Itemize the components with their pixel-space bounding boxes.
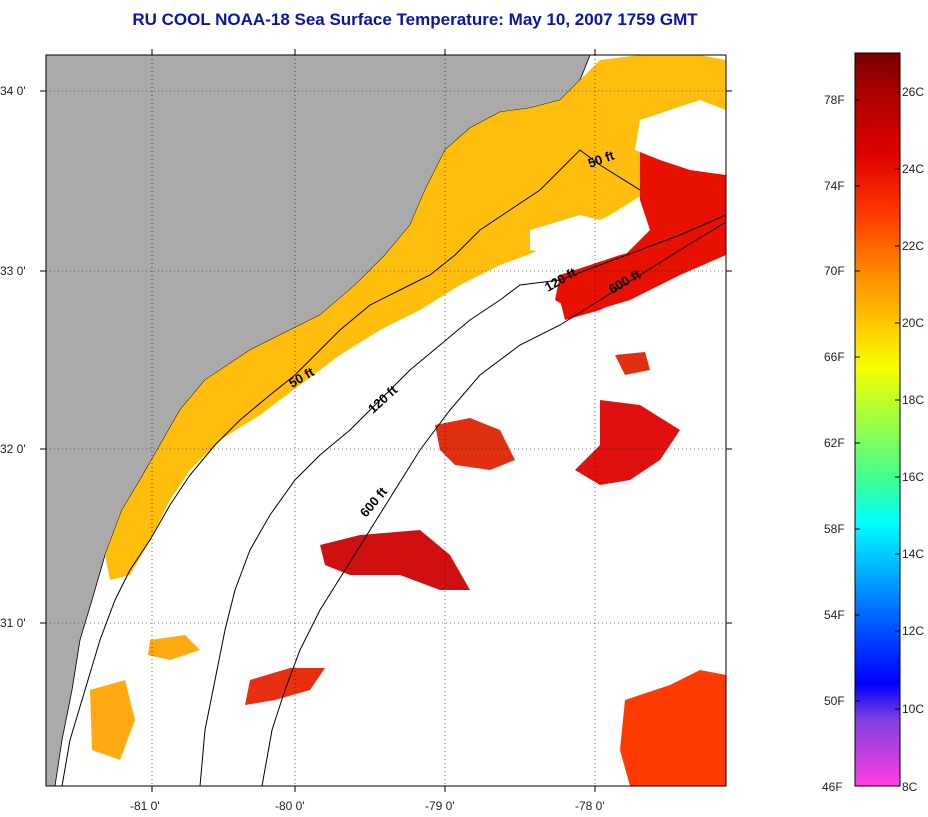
lon-label-78: -78 0' xyxy=(575,799,605,813)
colorbar-c-label-14: 14C xyxy=(902,547,924,561)
colorbar xyxy=(854,52,901,787)
lat-label-33: 33 0' xyxy=(0,264,26,278)
cloud-patch-2 xyxy=(530,215,620,255)
map-area: 50 ft 120 ft 600 ft 50 ft 120 ft 600 ft xyxy=(46,55,726,786)
map-title: RU COOL NOAA-18 Sea Surface Temperature:… xyxy=(132,10,698,29)
map-ticks xyxy=(40,49,732,792)
colorbar-c-label-18: 18C xyxy=(902,393,924,407)
colorbar-c-label-10: 10C xyxy=(902,702,924,716)
colorbar-f-label-62: 62F xyxy=(824,436,845,450)
lat-label-34: 34 0' xyxy=(0,84,26,98)
sst-patch-coastal-south xyxy=(90,680,135,760)
map-frame xyxy=(45,54,727,787)
cloud-patch xyxy=(635,100,726,175)
sst-patch-center xyxy=(435,418,515,470)
colorbar-c-label-22: 22C xyxy=(902,239,924,253)
colorbar-f-label-54: 54F xyxy=(824,608,845,622)
colorbar-ticks xyxy=(855,91,900,710)
lat-label-31: 31 0' xyxy=(0,616,26,630)
colorbar-f-label-78: 78F xyxy=(824,93,845,107)
colorbar-c-label-8: 8C xyxy=(902,780,918,794)
colorbar-f-label-66: 66F xyxy=(824,350,845,364)
colorbar-c-label-24: 24C xyxy=(902,162,924,176)
sst-inshore-warm xyxy=(105,55,726,580)
sst-patch-east xyxy=(575,400,680,485)
sst-patch-small xyxy=(615,352,650,375)
lon-label-80: -80 0' xyxy=(275,799,305,813)
lon-label-81: -81 0' xyxy=(130,799,160,813)
colorbar-c-label-20: 20C xyxy=(902,316,924,330)
grid-lines xyxy=(46,55,726,786)
colorbar-f-label-46: 46F xyxy=(822,780,843,794)
lon-label-79: -79 0' xyxy=(425,799,455,813)
sst-patch-south xyxy=(320,530,470,590)
colorbar-c-label-12: 12C xyxy=(902,624,924,638)
colorbar-c-label-16: 16C xyxy=(902,470,924,484)
contour-line-120ft xyxy=(199,214,726,786)
colorbar-f-label-70: 70F xyxy=(824,264,845,278)
lat-label-32: 32 0' xyxy=(0,442,26,456)
colorbar-f-label-58: 58F xyxy=(824,522,845,536)
sst-patch-sw xyxy=(245,668,325,705)
cloud-patch-3 xyxy=(270,400,360,440)
sst-patch-se xyxy=(620,670,726,786)
colorbar-c-label-26: 26C xyxy=(902,85,924,99)
colorbar-f-label-50: 50F xyxy=(824,694,845,708)
contour-line-50ft xyxy=(61,149,641,786)
sst-patch-coastal-mid xyxy=(148,635,200,660)
colorbar-f-label-74: 74F xyxy=(824,179,845,193)
